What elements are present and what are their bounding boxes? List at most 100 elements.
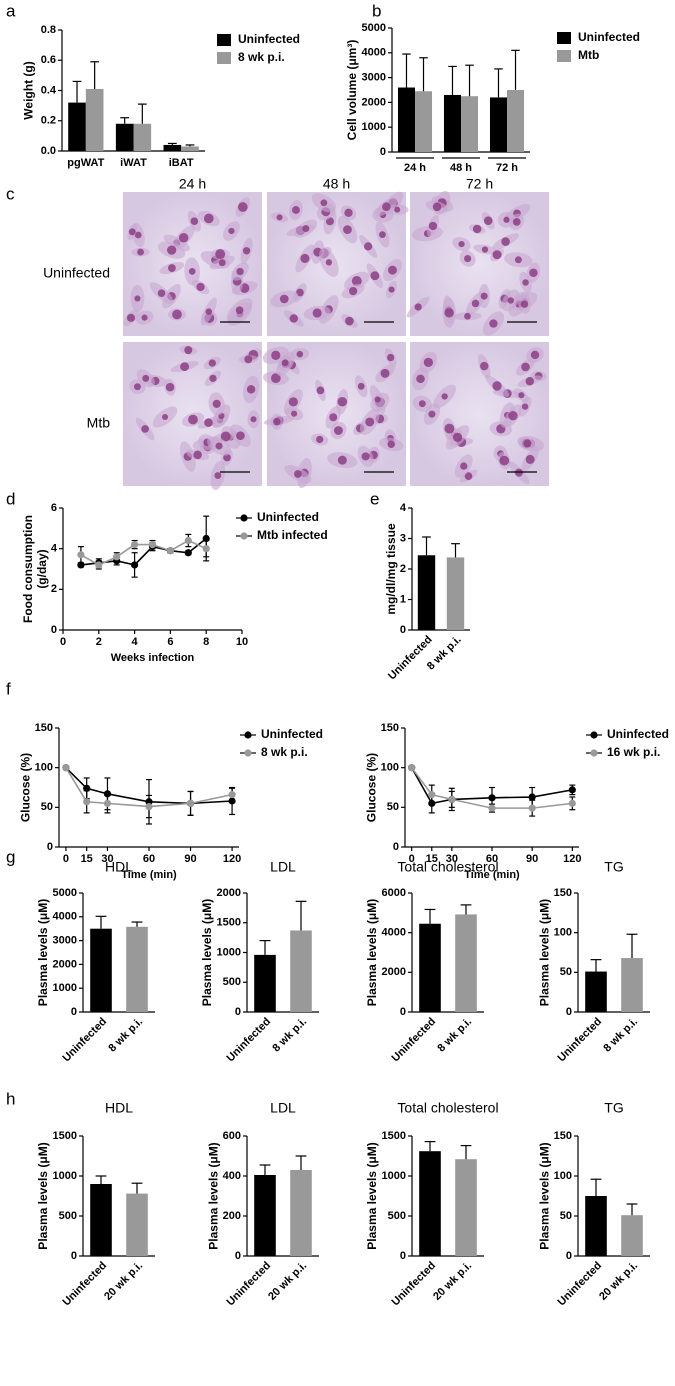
line xyxy=(65,767,233,808)
bar xyxy=(90,928,112,1012)
column-label: 48 h xyxy=(323,176,350,192)
bar xyxy=(455,1159,477,1256)
nucleus xyxy=(137,248,145,256)
y-axis-label: Plasma levels (μM) xyxy=(537,1142,551,1249)
x-tick-label: 2 xyxy=(96,636,102,648)
panel-letter: g xyxy=(6,847,15,866)
x-tick-label: Uninfected xyxy=(60,1260,109,1309)
nucleus xyxy=(203,213,214,224)
nucleus xyxy=(270,373,281,384)
y-tick-label: 500 xyxy=(223,976,241,988)
y-tick-label: 500 xyxy=(388,1210,406,1222)
y-tick-label: 150 xyxy=(381,722,399,734)
point xyxy=(184,536,192,545)
bar xyxy=(585,1196,607,1256)
nucleus xyxy=(483,216,493,225)
nucleus xyxy=(271,350,281,360)
nucleus xyxy=(167,264,176,272)
bar xyxy=(290,930,312,1012)
point xyxy=(166,547,174,555)
nucleus xyxy=(208,359,216,367)
chart-title: HDL xyxy=(105,1100,133,1116)
y-tick-label: 0.0 xyxy=(41,145,56,157)
bar xyxy=(443,94,461,152)
y-tick-label: 1000 xyxy=(362,121,386,133)
nucleus xyxy=(288,397,298,407)
bar xyxy=(585,971,607,1012)
bar xyxy=(133,123,152,151)
x-tick-label: 15 xyxy=(426,853,438,865)
y-axis-label: mg/dl/mg tissue xyxy=(384,523,398,615)
nucleus xyxy=(167,245,177,255)
nucleus xyxy=(382,202,391,212)
nucleus xyxy=(250,416,257,423)
nucleus xyxy=(351,276,362,286)
x-axis-label: Time (min) xyxy=(464,869,520,881)
panel-letter: d xyxy=(6,489,15,508)
nucleus xyxy=(441,393,448,400)
nucleus xyxy=(223,453,231,462)
nucleus xyxy=(520,300,529,308)
nucleus xyxy=(291,410,298,417)
y-tick-label: 4 xyxy=(400,502,407,514)
nucleus xyxy=(165,382,175,392)
x-tick-label: pgWAT xyxy=(67,157,104,169)
y-axis-label: Weight (g) xyxy=(21,61,35,119)
y-tick-label: 0.4 xyxy=(41,84,57,96)
row-label: Mtb xyxy=(87,415,111,431)
chart-title: TG xyxy=(604,859,623,875)
nucleus xyxy=(215,249,226,260)
legend-label: Uninfected xyxy=(578,30,640,44)
nucleus xyxy=(518,392,525,399)
point xyxy=(145,802,153,811)
nucleus xyxy=(302,225,310,233)
nucleus xyxy=(276,214,283,221)
legend-swatch xyxy=(557,32,571,44)
y-tick-label: 0 xyxy=(71,1250,77,1262)
legend-label: 8 wk p.i. xyxy=(238,50,285,64)
x-tick-label: 10 xyxy=(236,636,248,648)
x-tick-label: 120 xyxy=(223,853,241,865)
bar xyxy=(254,1175,276,1256)
y-tick-label: 100 xyxy=(554,927,572,939)
y-tick-label: 1000 xyxy=(53,1170,77,1182)
nucleus xyxy=(215,442,223,450)
y-tick-label: 6 xyxy=(51,502,57,514)
nucleus xyxy=(312,308,322,318)
nucleus xyxy=(279,294,289,304)
x-tick-label: 90 xyxy=(526,853,538,865)
point xyxy=(148,541,157,549)
bar xyxy=(90,1184,112,1256)
nucleus xyxy=(361,452,370,461)
y-axis-label: Plasma levels (μM) xyxy=(365,1142,379,1249)
point xyxy=(228,791,236,799)
nucleus xyxy=(388,286,395,293)
y-tick-label: 150 xyxy=(554,1130,572,1142)
x-tick-label: 20 wk p.i. xyxy=(102,1260,145,1303)
y-tick-label: 3000 xyxy=(362,72,386,84)
nucleus xyxy=(464,472,473,480)
x-tick-label: 120 xyxy=(563,853,581,865)
point xyxy=(131,541,139,549)
nucleus xyxy=(178,232,189,243)
nucleus xyxy=(220,431,231,442)
nucleus xyxy=(296,350,304,358)
x-tick-label: 8 wk p.i. xyxy=(106,1016,145,1055)
chart-title: HDL xyxy=(105,859,133,875)
legend-swatch xyxy=(590,749,598,757)
y-tick-label: 6000 xyxy=(382,887,406,899)
nucleus xyxy=(349,286,358,296)
nucleus xyxy=(333,426,343,435)
x-tick-label: Uninfected xyxy=(224,1016,273,1065)
nucleus xyxy=(464,254,472,263)
nucleus xyxy=(214,472,222,479)
point xyxy=(184,549,192,557)
panel-letter: a xyxy=(6,1,16,20)
nucleus xyxy=(357,382,365,390)
nucleus xyxy=(196,282,205,292)
point xyxy=(448,795,456,804)
nucleus xyxy=(281,359,289,367)
nucleus xyxy=(244,355,253,364)
y-axis-label: Plasma levels (μM) xyxy=(200,899,214,1006)
nucleus xyxy=(289,314,298,323)
